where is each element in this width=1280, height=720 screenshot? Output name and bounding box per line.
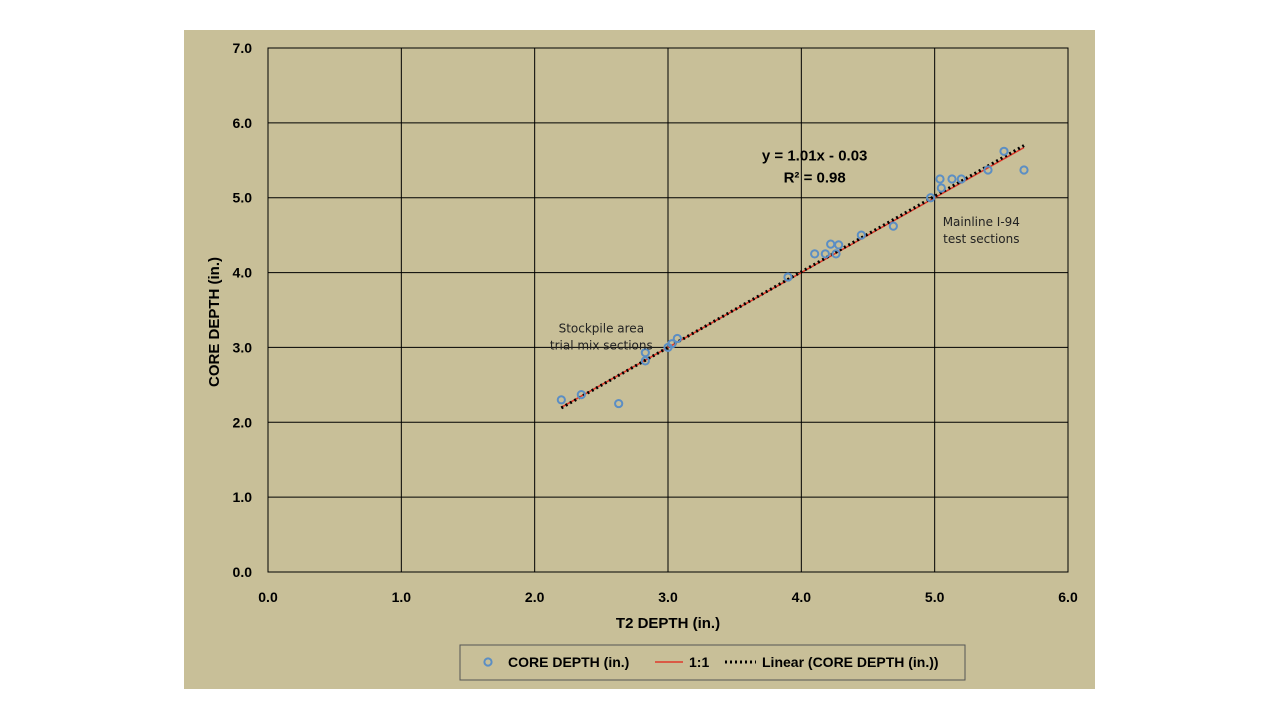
legend-entry-one-to-one: 1:1	[689, 654, 709, 670]
data-point-8	[783, 272, 793, 282]
plot-series	[556, 144, 1029, 410]
mainline-annotation: Mainline I-94 test sections	[943, 215, 1020, 246]
data-point-10	[820, 249, 830, 259]
stockpile-annotation-line-0: Stockpile area	[559, 321, 644, 335]
x-axis-title: T2 DEPTH (in.)	[616, 615, 720, 632]
x-tick-label-2: 2.0	[525, 589, 545, 605]
data-point-2	[614, 398, 624, 409]
data-point-13	[834, 240, 844, 250]
mainline-annotation-line-1: test sections	[943, 232, 1019, 246]
x-tick-label-3: 3.0	[658, 589, 678, 605]
data-point-0	[556, 395, 566, 405]
data-point-15	[888, 221, 898, 231]
legend-box	[459, 644, 966, 681]
annotations: y = 1.01x - 0.03 R² = 0.98 Stockpile area t…	[550, 147, 1020, 352]
regression-equation: y = 1.01x - 0.03 R² = 0.98	[762, 147, 868, 186]
stockpile-annotation-line-1: trial mix sections	[550, 338, 653, 352]
data-point-21	[983, 165, 993, 175]
x-tick-label-1: 1.0	[392, 589, 412, 605]
x-tick-label-5: 5.0	[925, 589, 945, 605]
legend: CORE DEPTH (in.) 1:1 Linear (CORE DEPTH …	[459, 644, 966, 681]
data-point-9	[810, 249, 820, 259]
y-axis-title: CORE DEPTH (in.)	[206, 257, 223, 387]
data-point-3	[640, 348, 650, 358]
data-point-17	[935, 174, 945, 184]
legend-marker-scatter	[483, 657, 493, 667]
y-tick-label-1: 1.0	[233, 489, 253, 505]
stockpile-annotation: Stockpile area trial mix sections	[550, 321, 653, 352]
data-point-20	[956, 174, 966, 184]
regression-equation-line-0: y = 1.01x - 0.03	[762, 147, 868, 164]
data-point-7	[672, 333, 682, 344]
y-tick-label-5: 5.0	[233, 190, 253, 206]
x-tick-label-6: 6.0	[1058, 589, 1078, 605]
y-tick-label-4: 4.0	[233, 265, 253, 281]
data-point-19	[947, 174, 957, 184]
tick-labels: 0.0 1.0 2.0 3.0 4.0 5.0 6.0 0.0 1.0 2.0 3.0 4.0 5.0 6…	[233, 40, 1078, 605]
mainline-annotation-line-0: Mainline I-94	[943, 215, 1020, 229]
x-tick-label-0: 0.0	[258, 589, 278, 605]
linear-trendline	[560, 144, 1025, 410]
data-point-1	[576, 389, 586, 400]
data-point-6	[667, 339, 677, 349]
x-tick-label-4: 4.0	[792, 589, 812, 605]
y-tick-label-7: 7.0	[233, 40, 253, 56]
y-tick-label-2: 2.0	[233, 414, 253, 430]
legend-entry-core-depth: CORE DEPTH (in.)	[508, 654, 629, 670]
data-point-23	[1019, 165, 1029, 175]
data-point-14	[856, 230, 866, 240]
data-point-16	[926, 193, 936, 203]
data-point-12	[831, 249, 841, 259]
y-tick-label-6: 6.0	[233, 115, 253, 131]
gridlines	[267, 47, 1069, 573]
data-point-4	[640, 356, 650, 366]
regression-equation-line-1: R² = 0.98	[784, 169, 846, 186]
legend-entry-linear: Linear (CORE DEPTH (in.))	[762, 654, 939, 670]
data-point-18	[936, 183, 946, 193]
data-point-22	[999, 146, 1009, 156]
y-tick-label-0: 0.0	[233, 564, 253, 580]
y-tick-label-3: 3.0	[233, 339, 253, 355]
